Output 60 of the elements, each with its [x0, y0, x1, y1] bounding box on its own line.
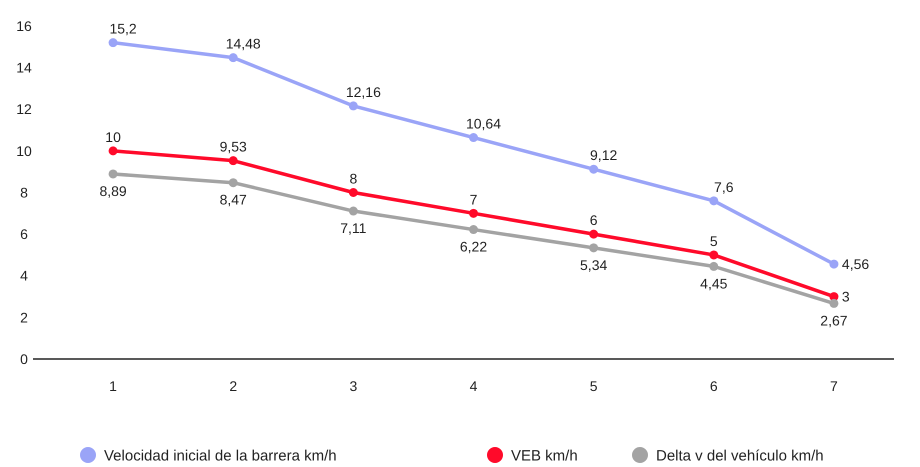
y-tick-label: 12 [16, 101, 32, 118]
point [829, 260, 838, 269]
point [709, 250, 718, 260]
point [709, 262, 718, 271]
point [709, 196, 718, 206]
data-label: 5,34 [580, 256, 608, 273]
x-tick-label: 3 [349, 378, 358, 394]
y-tick-label: 6 [20, 226, 28, 242]
y-tick-label: 16 [16, 18, 32, 34]
point [108, 146, 118, 156]
point [469, 225, 478, 234]
data-label: 4,45 [700, 275, 728, 292]
data-label: 6 [590, 212, 598, 228]
x-tick-label: 5 [590, 378, 598, 394]
point [469, 208, 478, 218]
data-label: 10 [105, 128, 122, 145]
y-tick-label: 14 [16, 60, 32, 76]
x-tick-label: 4 [470, 378, 478, 394]
point [348, 188, 358, 197]
data-label: 15,2 [109, 20, 137, 37]
x-tick-label: 6 [710, 378, 718, 394]
y-tick-label: 10 [16, 142, 32, 159]
y-tick-label: 0 [20, 350, 28, 367]
x-tick-label: 1 [109, 378, 118, 394]
x-tick-label: 2 [229, 378, 238, 394]
data-label: 6,22 [460, 238, 488, 255]
data-label: 7,6 [714, 178, 734, 195]
point [228, 156, 238, 166]
legend-label: VEB km/h [511, 447, 578, 464]
point [108, 38, 118, 48]
data-label: 7 [470, 191, 478, 208]
legend-label: Velocidad inicial de la barrera km/h [104, 447, 337, 464]
point [348, 206, 358, 216]
data-label: 10,64 [466, 116, 502, 132]
y-tick-label: 4 [20, 268, 28, 284]
point [108, 169, 118, 178]
data-label: 4,56 [842, 256, 870, 272]
data-label: 2,67 [820, 312, 848, 328]
data-label: 8,89 [99, 182, 127, 199]
y-tick-label: 2 [20, 309, 28, 326]
legend-label: Delta v del vehículo km/h [656, 447, 824, 464]
point [829, 298, 838, 308]
y-tick-label: 8 [20, 184, 28, 200]
point [348, 101, 358, 110]
data-label: 9,12 [590, 147, 618, 164]
point [589, 243, 598, 252]
data-label: 12,16 [346, 84, 382, 100]
data-label: 5 [710, 232, 718, 249]
data-label: 8 [349, 170, 358, 186]
point [589, 164, 598, 174]
x-tick-label: 7 [830, 378, 838, 394]
data-label: 7,11 [340, 220, 367, 236]
point [589, 230, 598, 239]
data-label: 9,53 [220, 138, 248, 155]
point [228, 53, 238, 62]
point [228, 178, 238, 188]
point [469, 133, 478, 142]
data-label: 8,47 [220, 192, 248, 208]
data-label: 3 [842, 288, 850, 305]
data-label: 14,48 [226, 36, 261, 52]
